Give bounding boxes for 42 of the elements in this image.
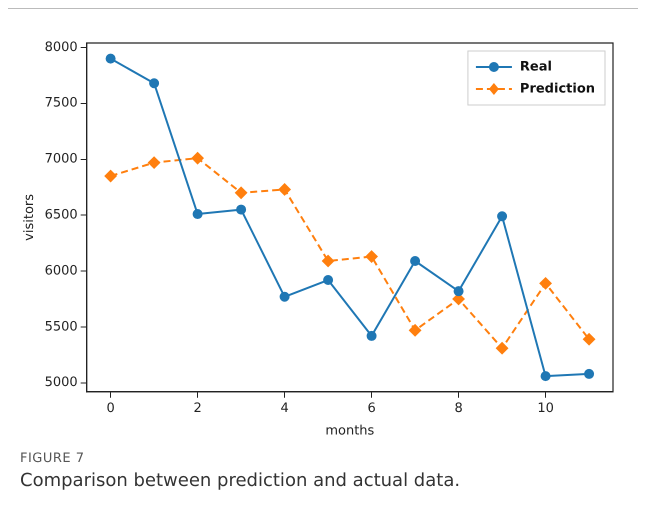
legend-label: Prediction bbox=[520, 81, 596, 96]
point bbox=[280, 292, 290, 302]
point bbox=[235, 186, 248, 199]
x-tick-label: 10 bbox=[537, 400, 554, 416]
x-axis-title: months bbox=[325, 424, 375, 439]
point bbox=[148, 156, 160, 169]
point bbox=[192, 209, 203, 220]
x-tick-label: 6 bbox=[367, 400, 376, 416]
text: FIGURE 7 bbox=[20, 451, 86, 466]
x-tick-label: 2 bbox=[193, 400, 202, 416]
x-tick-label: 0 bbox=[106, 400, 115, 416]
point bbox=[497, 211, 508, 222]
y-tick-label: 7500 bbox=[44, 96, 78, 111]
y-tick-label: 5500 bbox=[44, 319, 78, 334]
point bbox=[104, 170, 117, 182]
point bbox=[106, 54, 116, 64]
point bbox=[410, 256, 420, 266]
text: Comparison between prediction and actual data. bbox=[20, 470, 462, 491]
point bbox=[454, 286, 464, 296]
point bbox=[583, 333, 596, 346]
point bbox=[366, 330, 377, 341]
y-tick-label: 8000 bbox=[44, 40, 78, 55]
point bbox=[278, 183, 291, 196]
y-tick-label: 7000 bbox=[44, 152, 78, 167]
point bbox=[409, 324, 422, 336]
y-tick-label: 5000 bbox=[44, 375, 78, 390]
point bbox=[540, 277, 552, 290]
legend-label: Real bbox=[520, 59, 552, 74]
x-tick-label: 8 bbox=[454, 400, 463, 416]
point bbox=[540, 371, 551, 382]
y-tick-label: 6000 bbox=[44, 263, 78, 278]
point bbox=[366, 250, 378, 263]
point bbox=[322, 255, 334, 267]
point bbox=[584, 368, 594, 379]
y-axis-title: visitors bbox=[22, 194, 38, 241]
point bbox=[192, 152, 204, 164]
x-tick-label: 4 bbox=[280, 400, 289, 416]
point bbox=[149, 78, 160, 88]
point bbox=[496, 342, 508, 354]
point bbox=[323, 275, 334, 286]
point bbox=[236, 204, 246, 215]
y-tick-label: 6500 bbox=[44, 208, 78, 223]
